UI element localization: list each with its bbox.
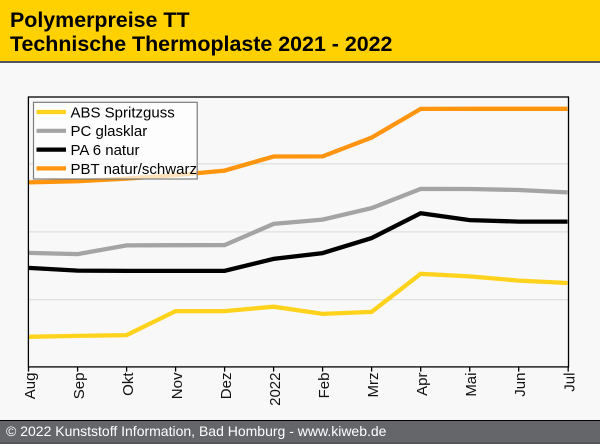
svg-text:Mrz: Mrz <box>365 373 382 398</box>
svg-text:ABS Spritzguss: ABS Spritzguss <box>71 104 175 121</box>
svg-text:Okt: Okt <box>120 372 137 396</box>
svg-text:2022: 2022 <box>267 373 284 406</box>
svg-text:Dez: Dez <box>218 373 235 400</box>
svg-text:Feb: Feb <box>316 373 333 399</box>
svg-text:Jun: Jun <box>512 373 529 397</box>
svg-text:Apr: Apr <box>414 372 431 395</box>
svg-text:Nov: Nov <box>169 372 186 399</box>
svg-text:Jul: Jul <box>562 373 579 392</box>
svg-text:PA 6 natur: PA 6 natur <box>71 142 140 159</box>
svg-text:Aug: Aug <box>22 373 39 400</box>
svg-text:Sep: Sep <box>71 373 88 400</box>
svg-text:PBT natur/schwarz: PBT natur/schwarz <box>71 161 197 178</box>
svg-text:PC glasklar: PC glasklar <box>71 123 148 140</box>
svg-text:Mai: Mai <box>463 373 480 397</box>
